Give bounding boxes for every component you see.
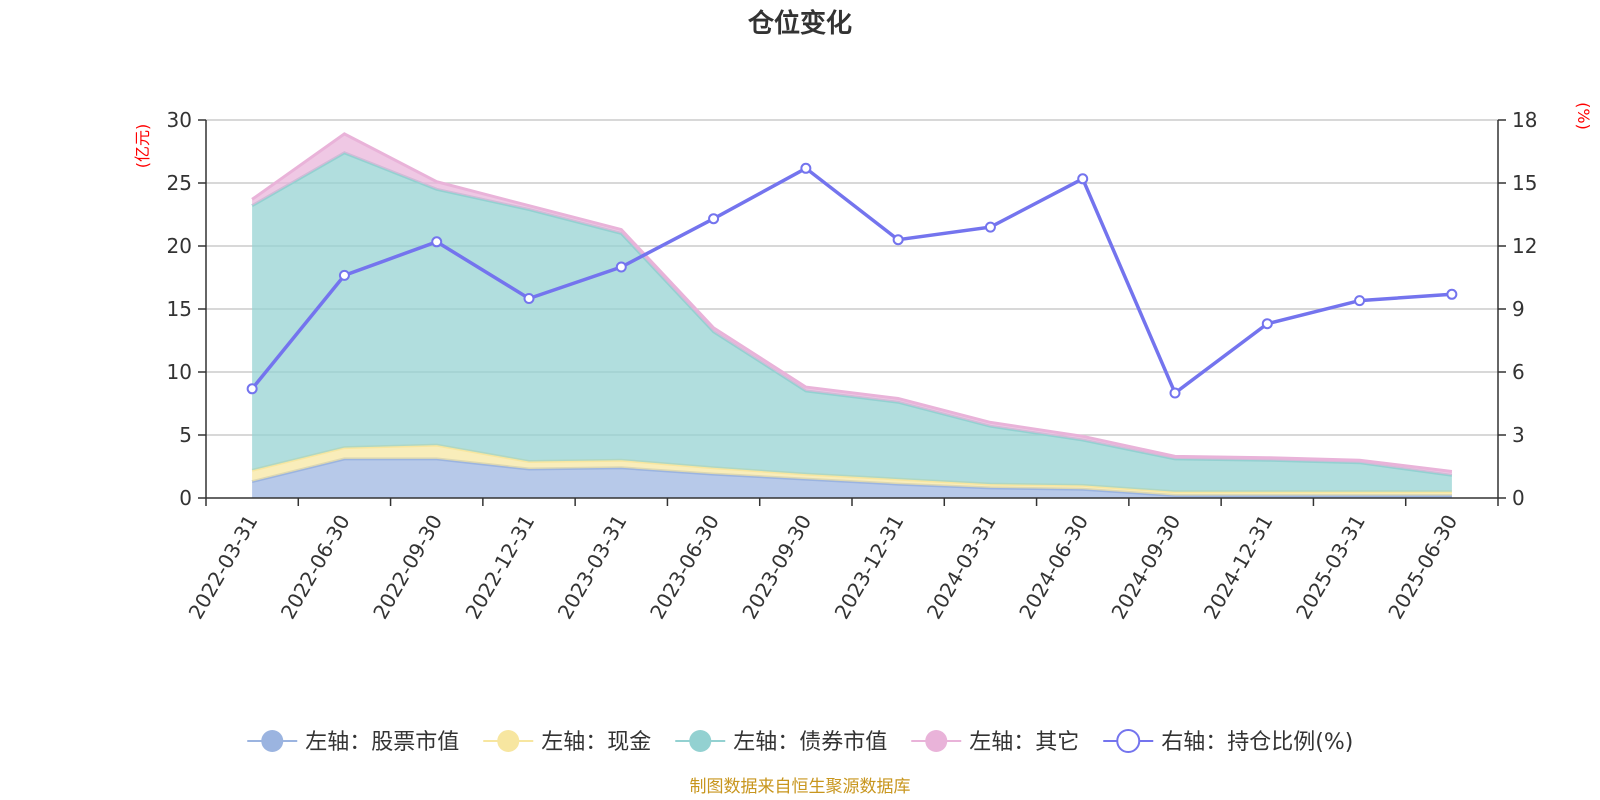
- area-series-2: [252, 445, 1452, 496]
- line-point: [1261, 318, 1273, 330]
- x-axis-tick-label: 2022-12-31: [460, 511, 539, 624]
- line-point: [615, 261, 627, 273]
- legend-marker-circle: [1116, 729, 1141, 753]
- line-series-path: [250, 166, 1453, 396]
- right-axis-tick-label: 12: [1512, 234, 1537, 258]
- area-series-1: [252, 458, 1452, 498]
- x-axis-tick-label: 2024-03-31: [922, 511, 1001, 624]
- line-point: [708, 213, 720, 225]
- left-axis-tick-label: 5: [179, 423, 192, 447]
- left-axis-tick-label: 25: [167, 171, 192, 195]
- left-axis-tick-label: 0: [179, 486, 192, 510]
- position-ratio-line: [246, 162, 1458, 399]
- x-axis-tick-label: 2022-06-30: [276, 511, 355, 624]
- line-point: [523, 293, 535, 304]
- line-point: [800, 162, 812, 174]
- legend-marker-circle: [497, 730, 520, 752]
- x-axis-tick-label: 2023-03-31: [553, 511, 632, 624]
- legend-label: 左轴：其它: [969, 730, 1079, 755]
- legend-marker-circle: [261, 730, 284, 752]
- line-point: [1354, 295, 1366, 307]
- line-point: [338, 269, 350, 281]
- x-axis-tick-label: 2023-09-30: [737, 511, 816, 624]
- line-point: [1446, 288, 1458, 300]
- right-axis-tick-label: 15: [1512, 171, 1537, 195]
- left-axis-tick-label: 15: [167, 297, 192, 321]
- line-point: [1169, 387, 1181, 399]
- legend-label: 左轴：现金: [541, 730, 651, 755]
- area-series-3: [252, 152, 1452, 492]
- line-point: [431, 236, 443, 248]
- line-point: [1077, 173, 1089, 185]
- legend-marker-circle: [689, 730, 712, 752]
- x-axis-tick-label: 2022-09-30: [368, 511, 447, 624]
- chart-title: 仓位变化: [747, 8, 852, 39]
- left-axis-unit: (亿元): [133, 124, 152, 169]
- x-axis-tick-label: 2025-03-31: [1291, 511, 1370, 624]
- left-axis-tick-label: 30: [167, 108, 192, 132]
- legend-label: 左轴：股票市值: [305, 730, 459, 755]
- x-axis-tick-label: 2024-12-31: [1199, 511, 1278, 624]
- right-axis-unit: (%): [1574, 102, 1593, 130]
- legend: 左轴：股票市值 左轴：现金 左轴：债券市值 左轴：其它 右轴：持仓比例(%): [247, 729, 1353, 755]
- legend-marker-circle: [925, 730, 948, 752]
- x-axis-tick-label: 2023-06-30: [645, 511, 724, 624]
- x-axis-tick-label: 2024-06-30: [1014, 511, 1093, 624]
- source-note: 制图数据来自恒生聚源数据库: [690, 777, 911, 797]
- left-axis-tick-label: 20: [167, 234, 192, 258]
- area-edge-series-4: [251, 132, 1453, 473]
- x-axis-tick-label: 2024-09-30: [1106, 511, 1185, 624]
- right-axis-tick-label: 18: [1512, 108, 1537, 132]
- x-axis-tick-label: 2022-03-31: [184, 511, 263, 624]
- right-axis-tick-label: 9: [1512, 297, 1525, 321]
- left-axis-tick-label: 10: [167, 360, 192, 384]
- line-point: [984, 221, 996, 233]
- right-axis-tick-label: 0: [1512, 486, 1525, 510]
- legend-label: 右轴：持仓比例(%): [1161, 730, 1353, 755]
- x-axis-tick-label: 2023-12-31: [830, 511, 909, 624]
- stacked-areas: [251, 132, 1453, 498]
- line-point: [892, 234, 904, 246]
- right-axis-tick-label: 3: [1512, 423, 1525, 447]
- line-point: [246, 383, 258, 395]
- legend-label: 左轴：债券市值: [733, 730, 887, 755]
- right-axis-tick-label: 6: [1512, 360, 1525, 384]
- x-axis-tick-label: 2025-06-30: [1383, 511, 1462, 624]
